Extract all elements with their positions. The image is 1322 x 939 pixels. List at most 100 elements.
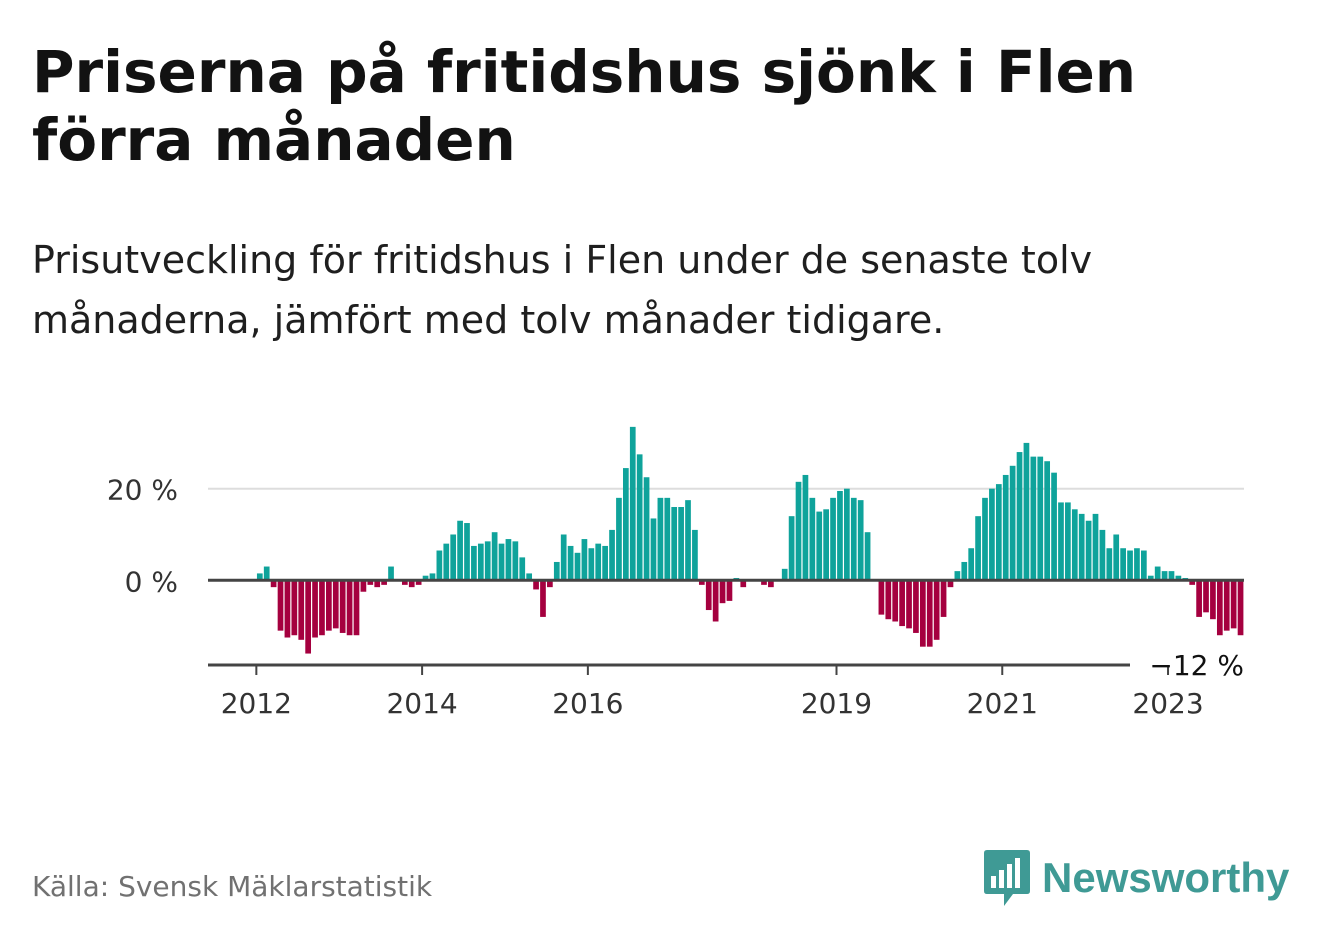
bar [864,532,871,581]
bar [844,488,850,581]
bar [540,580,546,617]
bar [436,550,443,581]
bar [1085,520,1092,581]
bar [1168,571,1175,581]
bar [837,490,843,581]
bar [284,580,291,638]
bar [1230,580,1237,629]
bar [830,497,836,581]
bar [692,529,698,581]
logo-text: Newsworthy [1042,854,1290,901]
bar [415,580,422,585]
bar [519,557,526,581]
bar [878,580,885,615]
bar [1196,580,1202,617]
bar [1154,566,1161,581]
bar [1099,529,1106,581]
bar [443,543,450,581]
bar [636,454,643,581]
bar [1216,580,1223,636]
bar [567,545,574,581]
bar [1106,548,1113,581]
bar [857,500,864,581]
bar [326,580,332,631]
bar [933,580,940,640]
bar [975,516,981,581]
bar [429,573,436,581]
bar [526,573,533,581]
bar [1237,580,1244,636]
bar [885,580,892,620]
bar [609,529,615,581]
y-tick-label: 0 % [125,565,178,598]
bar [1120,548,1126,581]
bar [809,497,816,581]
chart-title: Priserna på fritidshus sjönk i Flen förr… [32,38,1137,174]
bar [961,561,968,581]
bar [560,534,567,581]
bar [1092,513,1099,581]
bar [947,580,954,588]
bar [595,543,602,581]
x-tick-label: 2016 [552,687,623,720]
bar [982,497,988,581]
bar [629,426,636,581]
bar [1037,456,1044,581]
bar [505,539,512,581]
bar [816,511,823,581]
bar [664,497,671,581]
bar [1044,461,1051,581]
bar [678,507,684,581]
bar [1175,575,1182,581]
x-tick-label: 2023 [1132,687,1203,720]
bar [305,580,311,654]
bar [263,566,270,581]
bar [491,532,498,581]
bar-chart-speech-bubble-icon [984,850,1030,906]
bar [512,541,519,581]
bar [353,580,360,636]
bar [913,580,919,633]
bar [1078,513,1085,581]
bar [1009,465,1016,581]
bar [277,580,284,631]
bar [381,580,387,585]
bar [1016,452,1023,581]
x-tick-label: 2012 [221,687,292,720]
bar [1147,575,1154,581]
y-tick-label: 20 % [107,474,178,507]
bar [989,488,995,581]
chart-subtitle: Prisutveckling för fritidshus i Flen und… [32,238,1093,342]
bar [533,580,539,590]
bar [850,497,857,581]
bar [291,580,298,636]
bar [761,580,767,585]
bar [367,580,374,585]
bar [802,474,809,581]
bar [643,477,650,581]
newsworthy-logo[interactable]: Newsworthy [982,848,1289,908]
bar [256,573,263,581]
bar [788,516,795,581]
bar [319,580,325,636]
bar [906,580,912,629]
bar [926,580,933,647]
bar [298,580,305,640]
bar [1223,580,1230,631]
bar [477,543,484,581]
bar [360,580,367,592]
bar [401,580,408,585]
bar [1058,502,1064,581]
bar [740,580,747,588]
bar [899,580,905,627]
bar [995,484,1002,581]
bar [650,518,657,581]
bar [1030,456,1037,581]
bar [498,543,505,581]
bar [588,548,595,581]
x-tick-label: 2014 [386,687,457,720]
bar [768,580,774,588]
bar [1023,442,1030,581]
bar [823,509,829,581]
x-tick-label: 2019 [801,687,872,720]
